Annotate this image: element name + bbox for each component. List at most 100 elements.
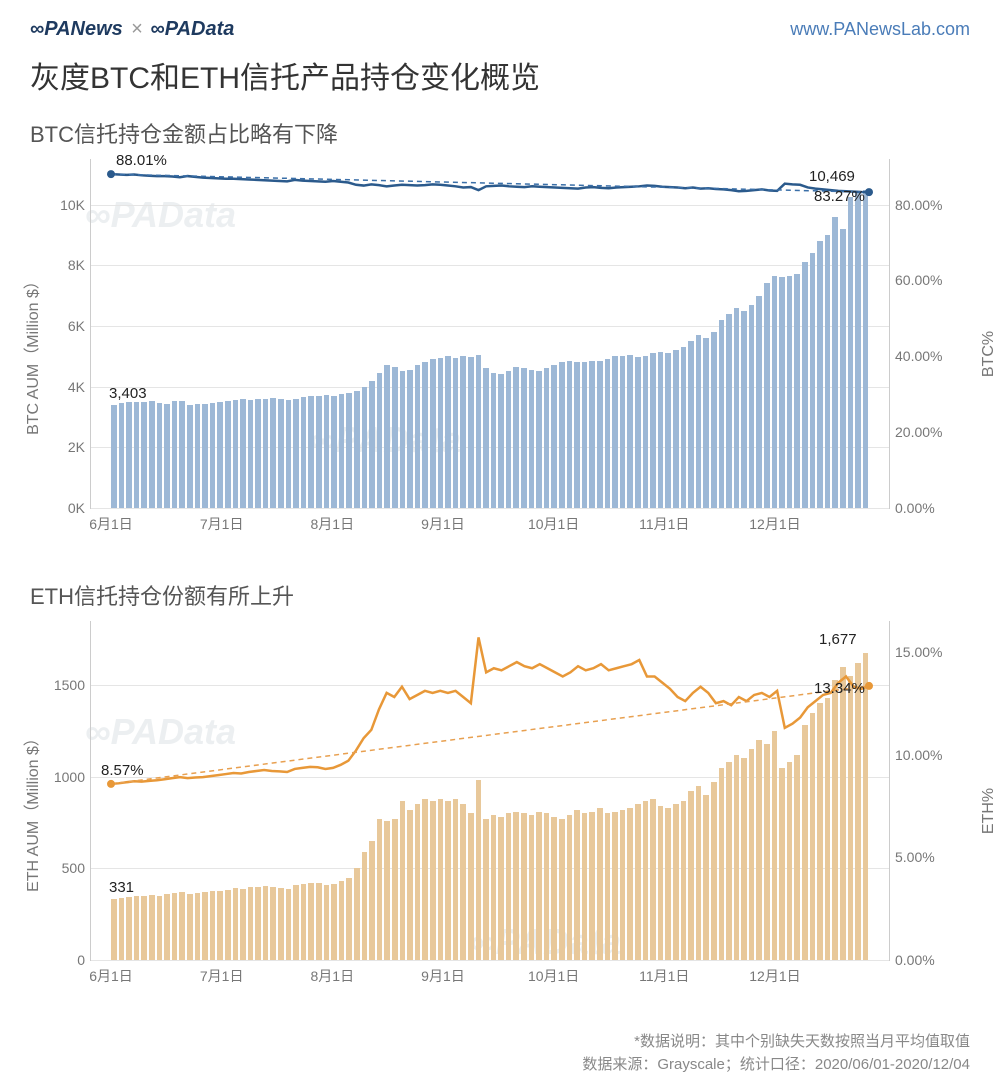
bar xyxy=(597,808,603,960)
bar xyxy=(263,886,269,960)
bar xyxy=(255,399,261,508)
bar xyxy=(810,253,816,508)
bar xyxy=(840,667,846,960)
bar xyxy=(119,403,125,508)
bar xyxy=(141,402,147,508)
bar xyxy=(225,401,231,508)
bar xyxy=(415,804,421,960)
bar xyxy=(810,713,816,960)
chart-container: ∞PANews × ∞PAData www.PANewsLab.com 灰度BT… xyxy=(0,0,1000,1086)
bar xyxy=(551,817,557,960)
bar xyxy=(620,356,626,508)
y-tick-left: 10K xyxy=(60,197,91,213)
bar xyxy=(620,810,626,960)
annotation: 83.27% xyxy=(814,188,865,205)
y-tick-left: 2K xyxy=(68,439,91,455)
bar xyxy=(225,890,231,960)
bar xyxy=(346,393,352,508)
bar xyxy=(574,362,580,508)
bar xyxy=(696,335,702,508)
bar xyxy=(665,353,671,508)
bars-group xyxy=(111,621,869,960)
bar xyxy=(293,885,299,960)
bar xyxy=(339,881,345,960)
bar xyxy=(506,371,512,508)
y-tick-right: 80.00% xyxy=(889,197,942,213)
bar xyxy=(286,400,292,508)
bar xyxy=(164,404,170,508)
bar xyxy=(498,817,504,960)
bar xyxy=(438,358,444,508)
bar xyxy=(665,808,671,960)
bar xyxy=(308,883,314,960)
bar xyxy=(650,799,656,960)
x-tick: 11月1日 xyxy=(639,960,689,986)
bar xyxy=(217,891,223,960)
bar xyxy=(233,888,239,960)
bar xyxy=(567,361,573,508)
bar xyxy=(551,365,557,508)
bar xyxy=(468,813,474,960)
x-tick: 10月1日 xyxy=(528,508,579,534)
bar xyxy=(157,896,163,961)
bar xyxy=(331,396,337,508)
bar xyxy=(597,361,603,508)
bars-group xyxy=(111,159,869,508)
bar xyxy=(149,895,155,960)
bar xyxy=(301,884,307,960)
bar xyxy=(688,791,694,960)
header: ∞PANews × ∞PAData www.PANewsLab.com xyxy=(30,18,970,41)
bar xyxy=(286,889,292,960)
bar xyxy=(445,801,451,960)
bar xyxy=(172,893,178,960)
x-tick: 7月1日 xyxy=(200,960,244,986)
bar xyxy=(339,394,345,508)
bar xyxy=(589,361,595,508)
bar xyxy=(179,892,185,960)
btc-y-left-label: BTC AUM（Million $） xyxy=(22,273,46,435)
bar xyxy=(529,815,535,960)
eth-chart-box: 0500100015000.00%5.00%10.00%15.00%6月1日7月… xyxy=(90,621,890,961)
bar xyxy=(126,402,132,508)
bar xyxy=(453,358,459,508)
bar xyxy=(354,868,360,960)
bar xyxy=(141,896,147,960)
bar xyxy=(681,801,687,960)
y-tick-right: 5.00% xyxy=(889,849,935,865)
bar xyxy=(187,894,193,960)
bar xyxy=(369,841,375,960)
bar xyxy=(749,749,755,960)
bar xyxy=(278,888,284,960)
bar xyxy=(726,762,732,960)
bar xyxy=(582,362,588,508)
bar xyxy=(658,806,664,960)
bar xyxy=(157,403,163,508)
bar xyxy=(825,235,831,508)
bar xyxy=(840,229,846,508)
bar xyxy=(430,801,436,960)
bar xyxy=(734,755,740,960)
footer-source: 数据来源：Grayscale；统计口径：2020/06/01-2020/12/0… xyxy=(30,1054,970,1077)
bar xyxy=(832,680,838,960)
bar xyxy=(559,362,565,508)
bar xyxy=(756,740,762,960)
bar xyxy=(233,400,239,508)
bar xyxy=(635,357,641,508)
bar xyxy=(384,365,390,508)
eth-y-right-label: ETH% xyxy=(980,788,998,834)
eth-subtitle: ETH信托持仓份额有所上升 xyxy=(30,579,970,611)
bar xyxy=(195,404,201,508)
bar xyxy=(179,401,185,508)
y-tick-right: 15.00% xyxy=(889,644,942,660)
bar xyxy=(832,217,838,508)
bar xyxy=(719,320,725,508)
bar xyxy=(688,341,694,508)
bar xyxy=(711,332,717,508)
bar xyxy=(582,813,588,960)
main-title: 灰度BTC和ETH信托产品持仓变化概览 xyxy=(30,53,970,97)
bar xyxy=(513,367,519,508)
bar xyxy=(362,387,368,508)
bar xyxy=(513,812,519,960)
x-tick: 9月1日 xyxy=(421,960,465,986)
bar xyxy=(248,400,254,508)
